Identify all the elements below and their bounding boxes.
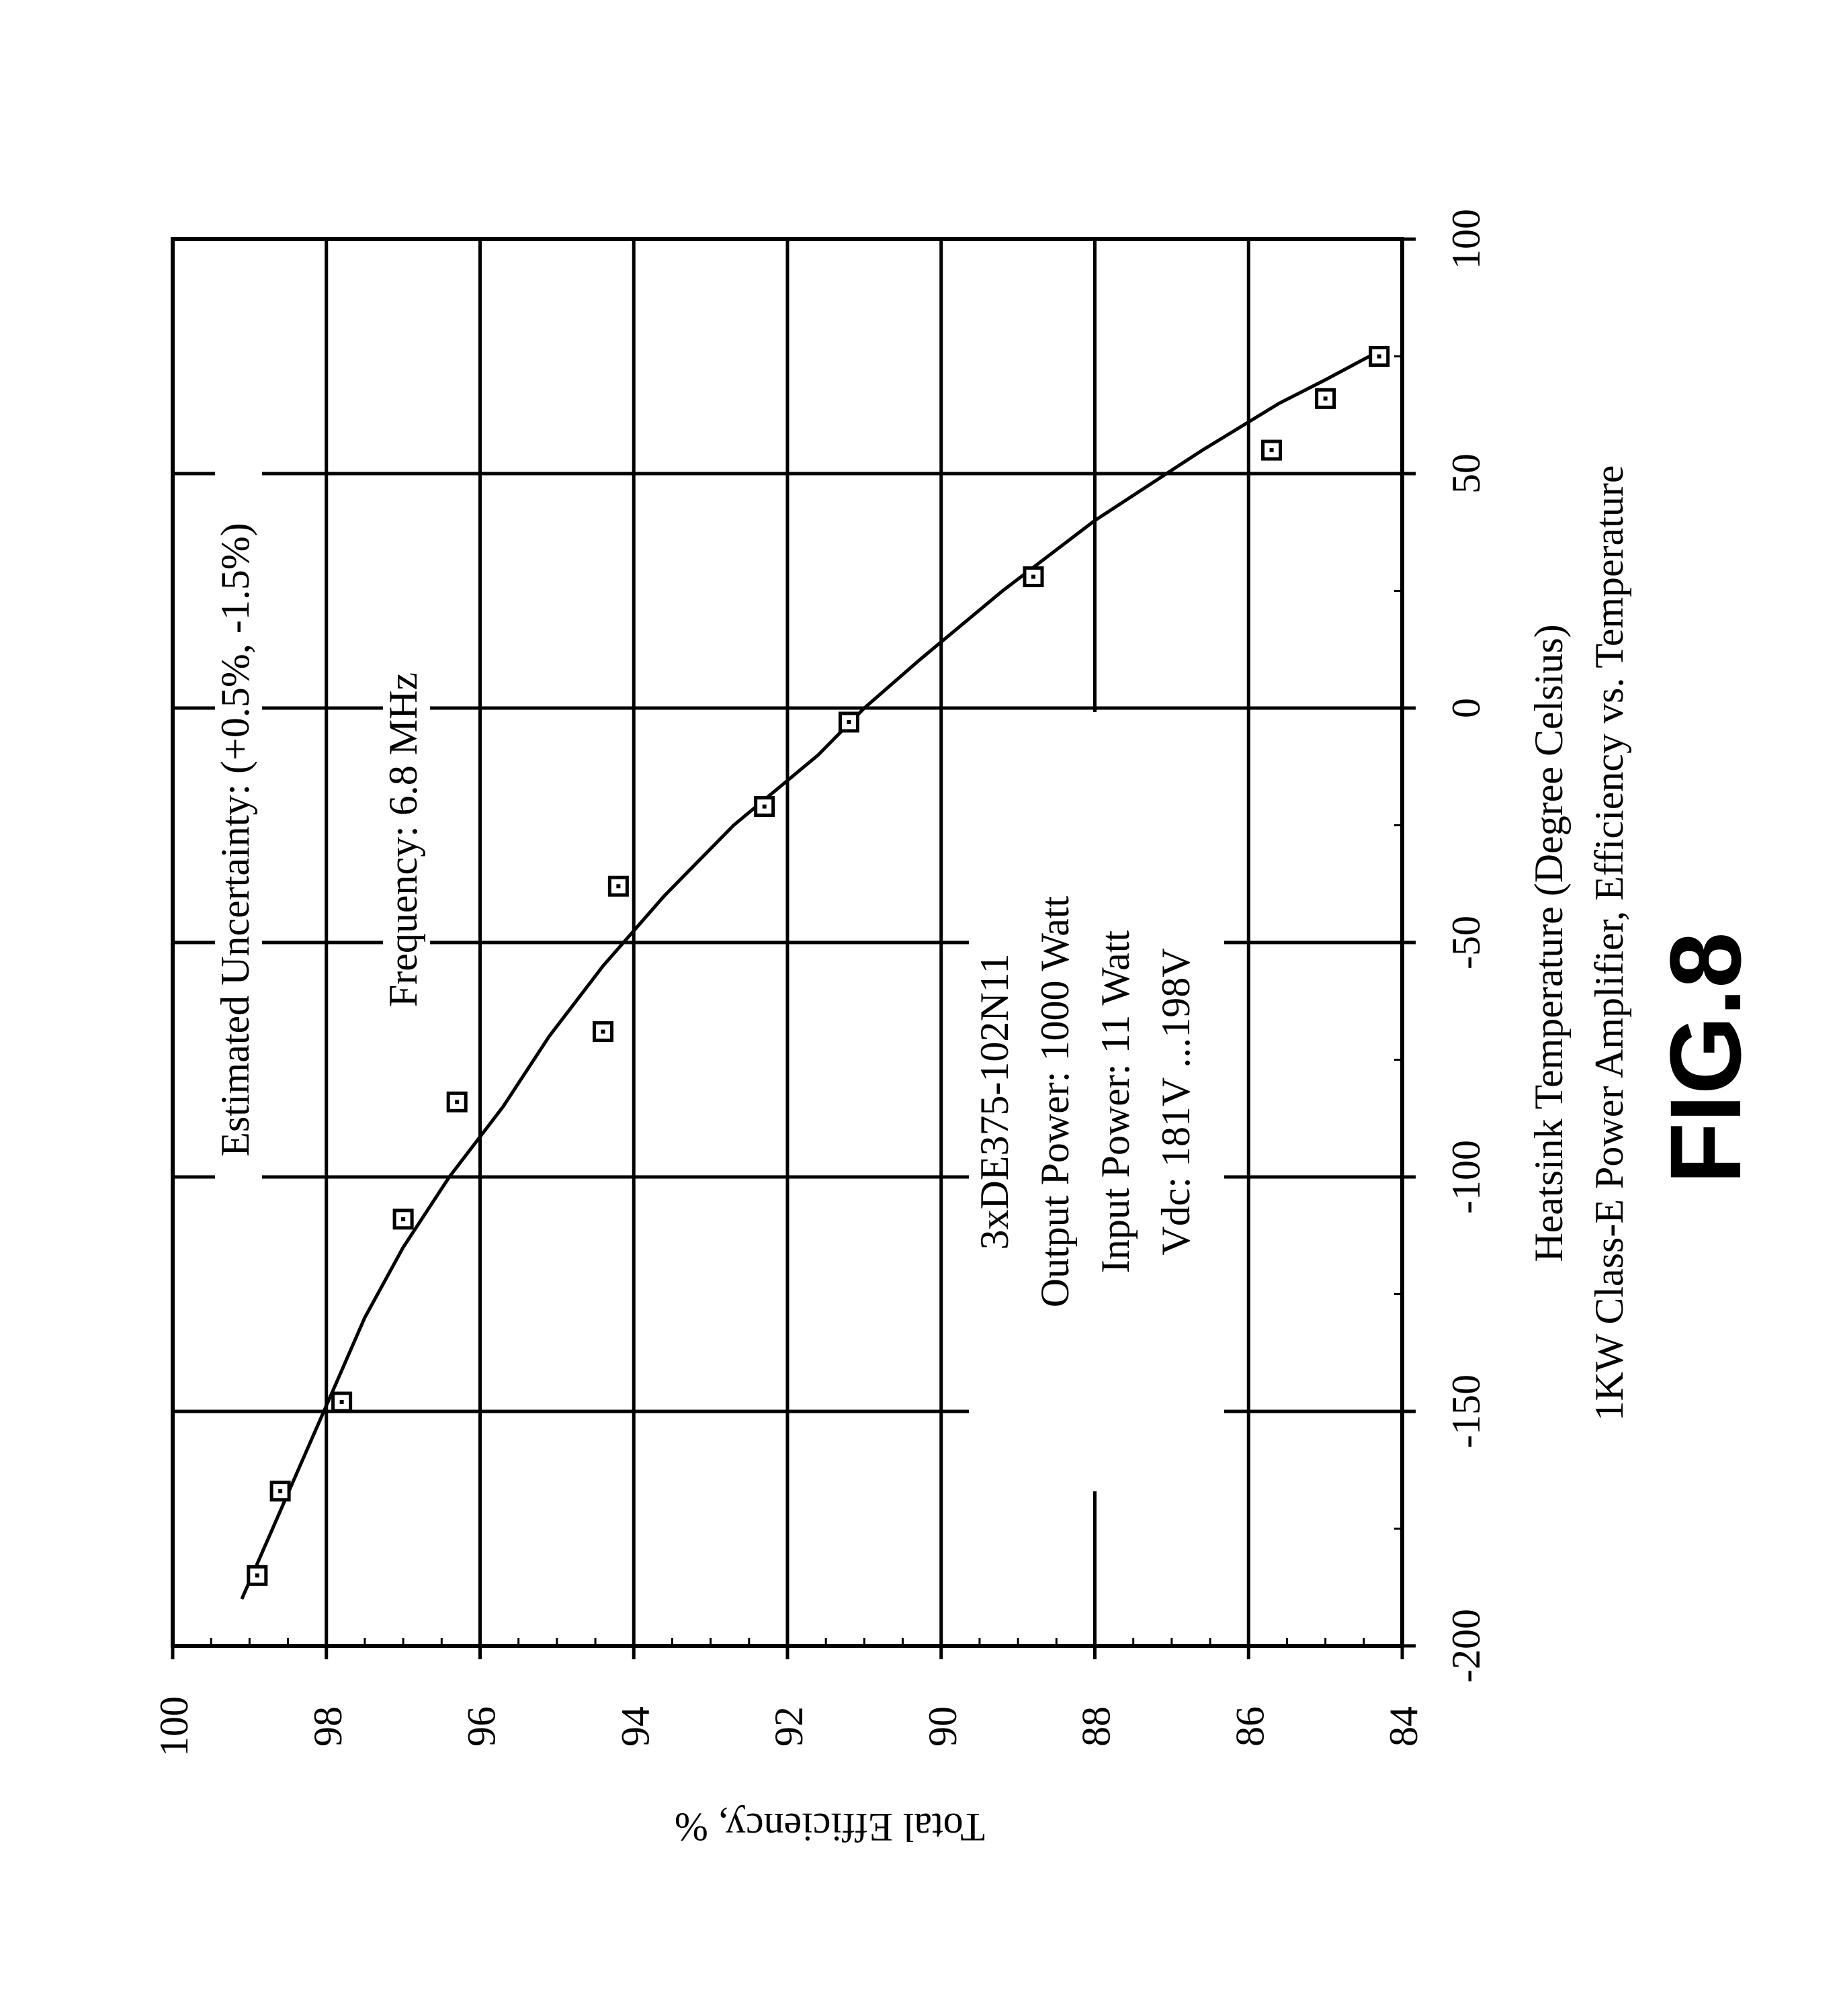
y-tick-label: 96 [460, 1706, 504, 1747]
x-tick-label: -100 [1444, 1140, 1488, 1214]
data-point-center [401, 1217, 405, 1221]
data-point-center [847, 720, 851, 724]
x-tick-label: 100 [1444, 209, 1488, 269]
annotation-device: 3xDE375-102N11 [972, 953, 1017, 1250]
y-tick-label: 94 [613, 1706, 657, 1747]
x-tick-label: -150 [1444, 1374, 1488, 1448]
annotation-uncertainty: Estimated Uncertainty: (+0.5%, -1.5%) [213, 523, 257, 1157]
data-point-center [616, 884, 620, 888]
chart-title: 1KW Class-E Power Amplifier, Efficiency … [1587, 465, 1631, 1421]
x-axis-label: Heatsink Temperature (Degree Celsius) [1527, 624, 1571, 1262]
y-tick-label: 90 [920, 1706, 965, 1747]
data-point-center [1377, 355, 1381, 359]
data-point-center [455, 1100, 459, 1104]
annotation-input-power: Input Power: 11 Watt [1093, 930, 1138, 1273]
data-point-center [1270, 448, 1274, 452]
x-tick-label: -50 [1444, 916, 1488, 969]
x-tick-label: 0 [1444, 698, 1488, 718]
y-tick-label: 84 [1381, 1706, 1426, 1747]
data-point-center [1324, 396, 1328, 400]
annotation-output-power: Output Power: 1000 Watt [1033, 895, 1077, 1307]
y-tick-label: 88 [1074, 1706, 1119, 1747]
data-point-center [1031, 575, 1035, 579]
y-tick-label: 86 [1228, 1706, 1272, 1747]
tick-layer: 84 86 88 90 92 94 96 98 100 -200 -150 -100 -50 0 50 100 [152, 209, 1488, 1757]
data-point-center [255, 1573, 259, 1577]
x-tick-label: 50 [1444, 453, 1488, 494]
y-axis-label: Total Efficiency, % [675, 1805, 985, 1849]
data-point-center [278, 1489, 282, 1493]
annotation-vdc: Vdc: 181V ...198V [1154, 948, 1198, 1255]
data-point-center [601, 1030, 605, 1034]
y-tick-label: 92 [767, 1706, 811, 1747]
y-tick-label: 98 [306, 1706, 350, 1747]
annotation-frequency: Frequency: 6.8 MHz [381, 672, 425, 1007]
figure-label: FIG.8 [1649, 932, 1762, 1184]
data-point-center [763, 805, 767, 809]
data-point-center [340, 1400, 344, 1404]
x-tick-label: -200 [1444, 1609, 1488, 1683]
y-tick-label: 100 [152, 1696, 196, 1757]
